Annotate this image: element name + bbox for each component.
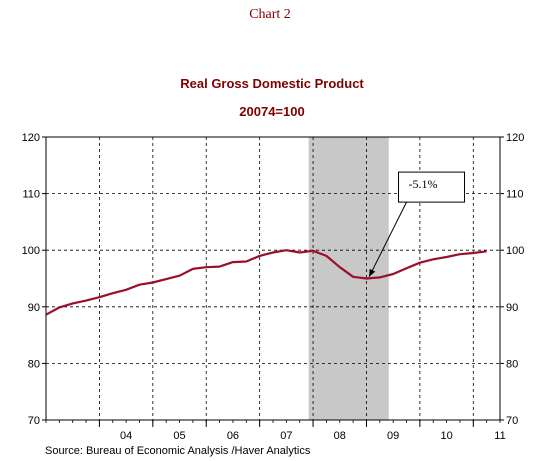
annotation-arrowhead	[369, 268, 376, 277]
y-tick-label-right: 110	[506, 189, 524, 201]
x-tick-label: 09	[387, 430, 399, 442]
y-tick-label-left: 80	[28, 358, 40, 370]
y-tick-label-right: 80	[506, 358, 518, 370]
y-tick-label-right: 120	[506, 132, 524, 144]
y-tick-label-left: 70	[28, 415, 40, 427]
x-tick-label: 11	[494, 430, 505, 442]
x-tick-label: 08	[334, 430, 346, 442]
y-tick-label-right: 90	[506, 302, 518, 314]
y-tick-label-right: 70	[506, 415, 518, 427]
y-tick-label-right: 100	[506, 245, 524, 257]
series-line-gdp	[45, 249, 487, 316]
chart-number: Chart 2	[249, 7, 291, 22]
x-tick-label: 07	[280, 430, 292, 442]
x-tick-label: 04	[120, 430, 132, 442]
annotation-arrow	[368, 201, 407, 278]
chart-subtitle: 20074=100	[239, 104, 305, 119]
x-tick-label: 10	[440, 430, 452, 442]
y-tick-label-left: 120	[22, 132, 40, 144]
x-tick-label: 05	[173, 430, 185, 442]
y-tick-label-left: 90	[28, 302, 40, 314]
x-tick-label: 06	[227, 430, 239, 442]
chart-title: Real Gross Domestic Product	[180, 76, 364, 91]
annotation-label: -5.1%	[409, 177, 438, 191]
source-note: Source: Bureau of Economic Analysis /Hav…	[45, 445, 311, 457]
annotation-box	[398, 171, 466, 203]
plot-frame	[45, 136, 501, 421]
y-tick-label-left: 100	[22, 245, 40, 257]
y-tick-label-left: 110	[22, 189, 40, 201]
